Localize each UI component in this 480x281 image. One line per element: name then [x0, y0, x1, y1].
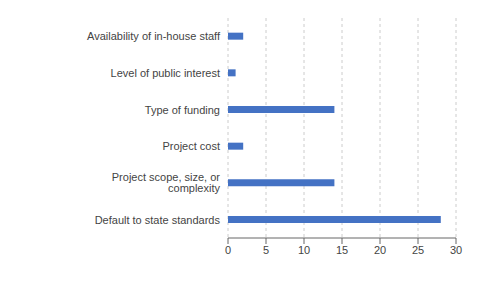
svg-text:20: 20 [374, 244, 386, 256]
svg-text:15: 15 [336, 244, 348, 256]
svg-text:Level of public interest: Level of public interest [111, 67, 220, 79]
svg-text:0: 0 [225, 244, 231, 256]
svg-text:Project scope, size, orcomplex: Project scope, size, orcomplexity [112, 171, 221, 194]
svg-text:Type of funding: Type of funding [145, 104, 220, 116]
svg-text:Project cost: Project cost [163, 140, 220, 152]
svg-text:5: 5 [263, 244, 269, 256]
svg-text:30: 30 [450, 244, 462, 256]
svg-text:10: 10 [298, 244, 310, 256]
svg-text:Default to state standards: Default to state standards [95, 214, 221, 226]
svg-text:Availability of in-house staff: Availability of in-house staff [87, 30, 221, 42]
svg-text:25: 25 [412, 244, 424, 256]
